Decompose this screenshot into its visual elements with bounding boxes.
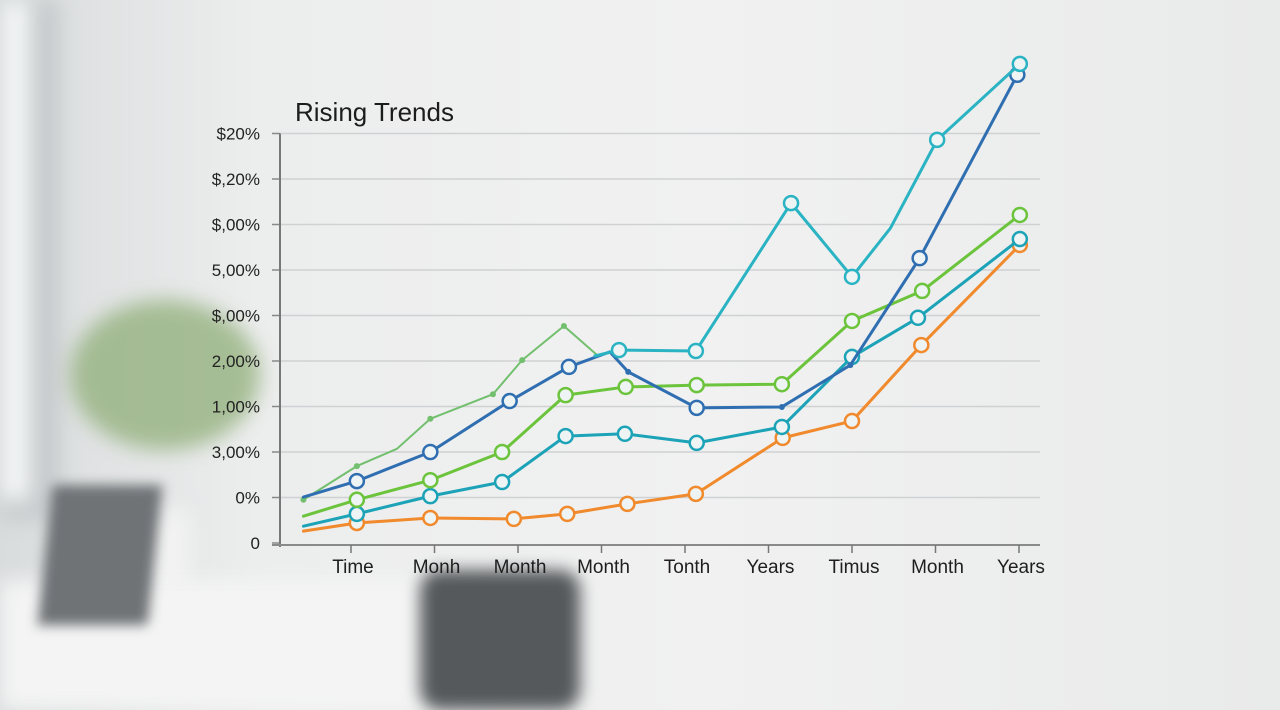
data-point-marker xyxy=(688,376,705,394)
data-point-marker xyxy=(1011,230,1029,248)
data-point-marker xyxy=(1011,206,1029,224)
y-tick-label: 5,00% xyxy=(212,261,260,280)
x-tick-label: Tonth xyxy=(664,557,710,578)
data-point-dot xyxy=(519,357,526,364)
x-tick-label: Month xyxy=(577,557,630,578)
data-point-dot xyxy=(560,322,567,329)
y-tick-label: 2,00% xyxy=(212,352,260,371)
x-tick-label: Month xyxy=(911,557,964,578)
x-tick-label: Time xyxy=(332,557,374,578)
x-tick-label: Month xyxy=(494,557,547,578)
data-point-dot xyxy=(847,362,854,369)
data-point-marker xyxy=(493,443,511,461)
data-point-dot xyxy=(625,368,632,375)
data-point-marker xyxy=(913,282,931,300)
data-point-marker xyxy=(843,312,861,330)
series-line xyxy=(301,237,1022,528)
data-point-marker xyxy=(422,471,439,489)
data-point-marker xyxy=(619,495,636,513)
chair xyxy=(420,570,580,710)
y-tick-labels: 0 0% 3,00% 1,00% 2,00% $,00% 5,00% $,00% $,20% $2… xyxy=(212,125,260,554)
data-point-marker xyxy=(688,434,705,452)
data-point-marker xyxy=(687,485,705,503)
y-tick-label: 3,00% xyxy=(212,443,260,462)
data-point-dot xyxy=(353,463,360,470)
data-point-dot xyxy=(427,415,434,422)
data-point-marker xyxy=(348,505,366,523)
chart-title: Rising Trends xyxy=(295,97,454,127)
series-teal xyxy=(301,230,1029,528)
data-point-marker xyxy=(688,399,705,417)
data-point-marker xyxy=(557,427,574,445)
series-cyan xyxy=(593,55,1029,360)
data-point-marker xyxy=(559,505,576,523)
data-point-marker xyxy=(557,386,574,404)
data-point-dot xyxy=(300,496,307,503)
data-point-marker xyxy=(422,487,439,505)
data-point-marker xyxy=(617,378,634,396)
data-point-marker xyxy=(560,358,578,376)
data-point-marker xyxy=(773,375,791,393)
data-point-marker xyxy=(616,425,634,443)
series-line xyxy=(301,73,1019,499)
data-point-marker xyxy=(913,336,930,354)
data-point-marker xyxy=(348,491,366,509)
x-tick-label: Monh xyxy=(413,557,461,578)
data-point-marker xyxy=(493,473,511,491)
series-green xyxy=(301,206,1029,518)
y-tick-label: $,20% xyxy=(212,170,260,189)
y-tick-label: $20% xyxy=(217,125,260,144)
x-tick-label: Timus xyxy=(828,557,879,578)
data-point-marker xyxy=(782,194,800,212)
series-line xyxy=(593,62,1022,358)
x-tick-label: Years xyxy=(747,557,795,578)
data-point-marker xyxy=(843,412,861,430)
gridlines xyxy=(280,132,1040,499)
axes xyxy=(272,132,1040,553)
y-tick-label: $,00% xyxy=(212,307,260,326)
y-tick-label: $,00% xyxy=(212,216,260,235)
y-tick-label: 1,00% xyxy=(212,398,260,417)
series-lines xyxy=(300,55,1029,533)
data-point-marker xyxy=(422,443,439,461)
plant xyxy=(70,300,260,450)
y-tick-label: 0% xyxy=(235,489,260,508)
window-light xyxy=(0,0,30,500)
data-point-marker xyxy=(687,342,705,360)
data-point-marker xyxy=(843,268,861,286)
data-point-marker xyxy=(610,341,628,359)
data-point-marker xyxy=(909,309,927,327)
data-point-marker xyxy=(928,131,946,149)
data-point-dot xyxy=(778,403,785,410)
data-point-marker xyxy=(348,472,366,490)
series-line xyxy=(302,324,600,501)
data-point-marker xyxy=(501,392,518,410)
series-light-green-thin xyxy=(300,322,600,503)
y-tick-label: 0 xyxy=(251,534,260,553)
x-tick-label: Years xyxy=(997,557,1045,578)
data-point-marker xyxy=(1011,55,1029,73)
data-point-marker xyxy=(505,510,523,528)
data-point-marker xyxy=(911,249,928,267)
data-point-marker xyxy=(422,509,439,527)
data-point-dot xyxy=(489,391,496,398)
x-tick-labels: Time Monh Month Month Tonth Years Timus Month Ye… xyxy=(332,557,1045,578)
series-blue xyxy=(301,66,1026,499)
data-point-marker xyxy=(773,418,791,436)
